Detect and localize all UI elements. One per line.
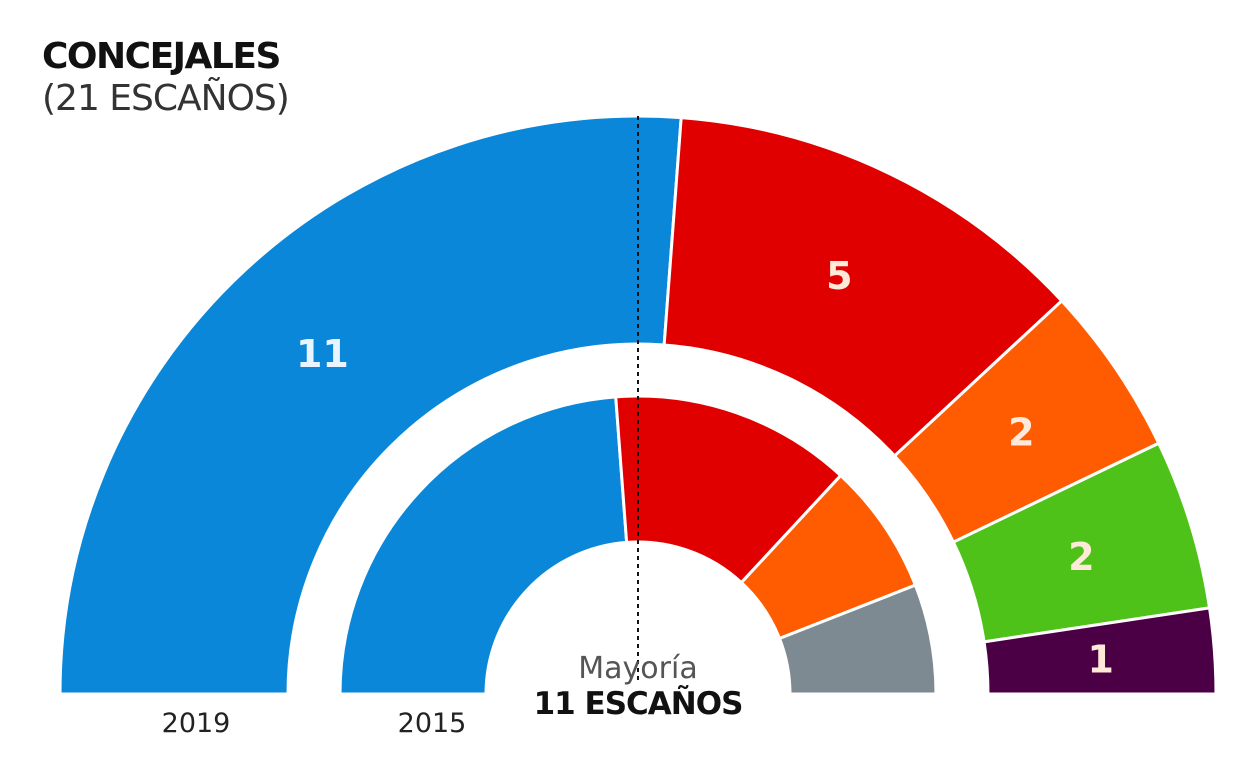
seat-count-label-2019-1: 11	[296, 332, 349, 376]
rings-layer	[58, 114, 1218, 696]
chart-title: CONCEJALES	[42, 36, 281, 77]
ring-year-label-inner: 2015	[398, 708, 467, 739]
seat-segment-2019-1	[58, 114, 683, 696]
ring-year-label-outer: 2019	[162, 708, 231, 739]
seat-segment-2019-5	[982, 606, 1218, 696]
seat-segment-2015-1	[338, 395, 629, 696]
seat-count-label-2019-4: 2	[1068, 535, 1094, 579]
seat-segment-2015-4	[777, 583, 938, 696]
majority-label: Mayoría	[578, 651, 697, 686]
seat-count-label-2019-2: 5	[826, 254, 852, 298]
seat-segment-2019-2	[662, 116, 1064, 459]
seat-count-label-2019-5: 1	[1087, 637, 1113, 681]
majority-value: 11 ESCAÑOS	[534, 685, 743, 722]
chart-subtitle: (21 ESCAÑOS)	[42, 78, 290, 119]
segment-labels-layer: 11 5 2 2 1	[296, 254, 1114, 681]
seat-count-label-2019-3: 2	[1008, 411, 1034, 455]
